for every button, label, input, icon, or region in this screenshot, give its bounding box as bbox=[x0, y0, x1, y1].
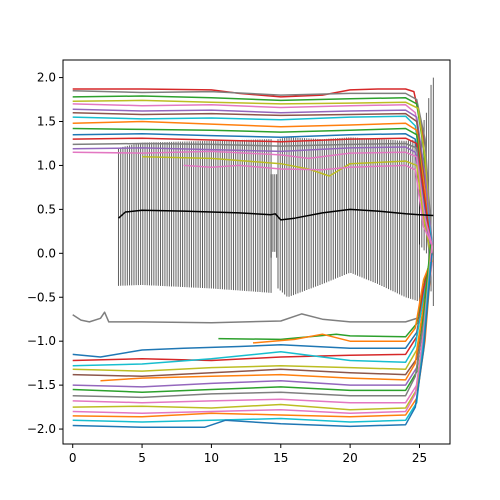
y-tick-label: 1.0 bbox=[37, 158, 56, 172]
series-line-3 bbox=[72, 99, 433, 254]
series-line-8 bbox=[72, 120, 433, 263]
x-tick-label: 25 bbox=[412, 451, 427, 465]
y-tick-label: 2.0 bbox=[37, 71, 56, 85]
y-tick-label: −1.5 bbox=[27, 378, 56, 392]
x-tick-label: 15 bbox=[273, 451, 288, 465]
series-line-29 bbox=[72, 253, 433, 399]
series-line-20 bbox=[252, 261, 432, 344]
series-lines bbox=[72, 88, 434, 429]
series-line-18 bbox=[72, 253, 433, 324]
series-line-32 bbox=[72, 244, 433, 414]
series-line-22 bbox=[72, 261, 432, 362]
y-tick-label: −0.5 bbox=[27, 290, 56, 304]
x-tick-label: 20 bbox=[342, 451, 357, 465]
series-line-16 bbox=[183, 164, 433, 245]
x-tick-label: 0 bbox=[69, 451, 77, 465]
x-tick-label: 5 bbox=[138, 451, 146, 465]
y-tick-label: −1.0 bbox=[27, 334, 56, 348]
y-tick-label: 0.0 bbox=[37, 246, 56, 260]
x-axis: 0 5 10 15 20 25 bbox=[69, 444, 427, 465]
series-line-35 bbox=[72, 253, 433, 429]
y-tick-label: 0.5 bbox=[37, 202, 56, 216]
series-line-1 bbox=[72, 90, 433, 245]
series-line-26 bbox=[100, 261, 433, 382]
series-line-17 bbox=[117, 208, 434, 221]
plot-frame bbox=[62, 59, 451, 445]
series-line-11 bbox=[72, 137, 433, 254]
band-segment-0 bbox=[117, 139, 272, 293]
series-line-6 bbox=[72, 111, 432, 254]
y-tick-label: −2.0 bbox=[27, 422, 56, 436]
series-line-23 bbox=[72, 253, 433, 367]
x-tick-label: 10 bbox=[204, 451, 219, 465]
series-line-5 bbox=[72, 108, 433, 245]
series-line-15 bbox=[142, 155, 432, 254]
y-tick-label: 1.5 bbox=[37, 115, 56, 129]
series-line-14 bbox=[72, 150, 433, 245]
y-axis: −2.0 −1.5 −1.0 −0.5 0.0 0.5 1.0 1.5 2.0 bbox=[27, 71, 63, 436]
